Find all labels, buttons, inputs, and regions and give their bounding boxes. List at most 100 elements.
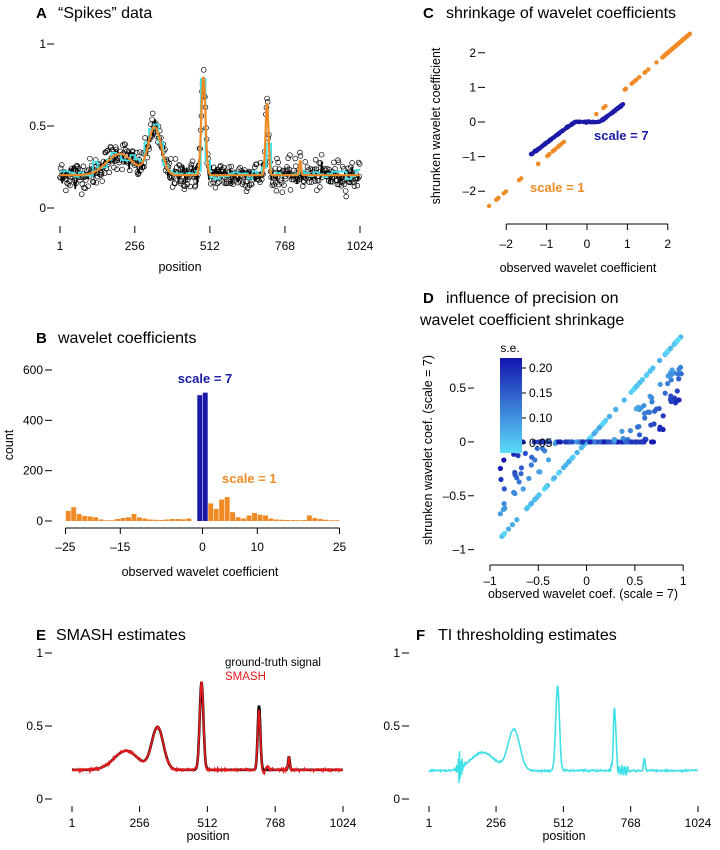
panel-a-obs-point [304, 164, 311, 170]
panel-d-point [636, 423, 642, 430]
panel-d-point [668, 377, 674, 383]
panel-d-point [649, 399, 655, 405]
panel-c-point-scale1 [682, 35, 688, 41]
panel-d-point [563, 462, 569, 468]
panel-d-point [621, 397, 627, 403]
panel-b-bar-scale1 [334, 520, 340, 521]
panel-d-point [675, 336, 682, 343]
panel-a-obs-point [137, 149, 143, 155]
panel-d-point [531, 439, 538, 445]
panel-c-xtick-label: –2 [500, 237, 514, 251]
panel-a-obs-point [172, 180, 178, 187]
panel-a-xtick-label: 768 [275, 239, 295, 253]
panel-d-point [628, 439, 634, 445]
panel-d-point [652, 408, 658, 414]
panel-d-colorbar-label: 0.05 [529, 436, 553, 450]
panel-b-bar-scale1 [142, 518, 148, 521]
panel-c-point-scale7 [586, 119, 592, 124]
panel-f-ytick-label: 0.5 [383, 719, 400, 733]
panel-a-obs-point [342, 188, 349, 194]
panel-e-legend-smash: SMASH [225, 671, 266, 683]
panel-a-obs-point [102, 149, 109, 156]
panel-b-bar-scale1 [76, 513, 82, 521]
panel-b-xtick-label: 25 [333, 540, 347, 554]
panel-d-point [516, 479, 522, 485]
panel-a-obs-point [302, 159, 308, 165]
panel-a-obs-point [275, 159, 281, 166]
panel-d-point [501, 486, 507, 492]
panel-c-point-scale7 [604, 114, 609, 120]
panel-a-obs-point [93, 180, 100, 186]
panel-a-obs-point [239, 181, 246, 188]
panel-a-obs-point [80, 163, 87, 169]
panel-d-point [668, 371, 674, 378]
panel-d-xtick-label: –1 [483, 574, 497, 588]
panel-d-point [518, 471, 524, 477]
panel-d-point [501, 530, 508, 537]
panel-d-colorbar [500, 358, 522, 453]
panel-a-obs-point [79, 181, 86, 187]
panel-c-point-scale1 [637, 74, 642, 80]
panel-c-point-scale1 [634, 77, 639, 82]
panel-a-obs-point [246, 182, 253, 188]
panel-d-point [663, 351, 669, 357]
panel-d-point [512, 469, 518, 476]
panel-a-obs-point [274, 155, 280, 162]
panel-a-obs-point [212, 184, 219, 191]
panel-d-point [668, 345, 674, 351]
panel-d-point [651, 421, 657, 427]
panel-d-point [509, 522, 516, 528]
panel-a-obs-point [248, 180, 254, 187]
panel-b-ytick-label: 600 [23, 363, 43, 377]
panel-c-point-scale1 [546, 152, 552, 157]
panel-e-smash-line [71, 681, 344, 776]
panel-a-obs-point [249, 181, 255, 188]
panel-a-obs-point [356, 161, 363, 167]
panel-b-xtick-label: –25 [55, 540, 75, 554]
panel-b-letter: B [36, 330, 47, 347]
panel-d-xtick-label: 0 [583, 574, 590, 588]
panel-c-point-scale7 [582, 119, 587, 125]
panel-b-bar-scale1 [180, 519, 186, 521]
panel-a-obs-point [171, 180, 178, 186]
panel-a-obs-point [200, 67, 207, 73]
panel-b-bar-scale1 [175, 518, 181, 521]
panel-d-xtick-label: –0.5 [527, 574, 551, 588]
panel-d-legend-title: s.e. [500, 341, 519, 355]
panel-a-obs-point [243, 188, 250, 194]
panel-a-obs-point [59, 162, 65, 168]
panel-b-bar-scale1 [93, 517, 99, 521]
panel-d-title-line2: wavelet coefficient shrinkage [419, 312, 624, 329]
panel-b-bar-scale1 [257, 514, 263, 521]
panel-e-ytick-label: 1 [36, 646, 43, 660]
panel-a-obs-point [257, 179, 263, 185]
panel-a-obs-point [279, 189, 286, 195]
panel-a-obs-point [287, 187, 294, 193]
panel-d-colorbar-label: 0.15 [529, 386, 553, 400]
panel-a: A “Spikes” data position 0 0.5 1 1 256 512 768… [29, 5, 373, 274]
panel-d-point [543, 484, 549, 490]
panel-c-point-scale7 [534, 147, 539, 153]
panel-d-point [668, 393, 674, 399]
panel-f-ytick-label: 0 [393, 792, 400, 806]
panel-a-obs-point [355, 159, 362, 166]
panel-b-bar-scale1 [98, 519, 104, 521]
panel-d-point [555, 470, 562, 476]
panel-a-xtick-label: 1 [57, 239, 64, 253]
panel-d-point [639, 377, 645, 383]
panel-d-point [579, 439, 586, 445]
panel-b-bar-scale1 [65, 510, 71, 521]
panel-b-bar-scale1 [224, 497, 230, 521]
panel-c-point-scale1 [550, 149, 555, 154]
panel-b-bar-scale1 [82, 515, 88, 521]
panel-c-ytick-label: 2 [469, 46, 476, 60]
panel-b-bar-scale1 [268, 518, 274, 521]
panel-a-obs-point [293, 163, 299, 169]
panel-c-point-scale1 [516, 178, 522, 183]
panel-c-point-scale7 [613, 106, 619, 112]
panel-f-xtick-label: 768 [621, 816, 641, 830]
panel-e-xlabel: position [186, 829, 229, 843]
panel-d-point [551, 475, 558, 481]
panel-e-xtick-label: 1 [69, 816, 76, 830]
panel-d-point [591, 431, 597, 437]
